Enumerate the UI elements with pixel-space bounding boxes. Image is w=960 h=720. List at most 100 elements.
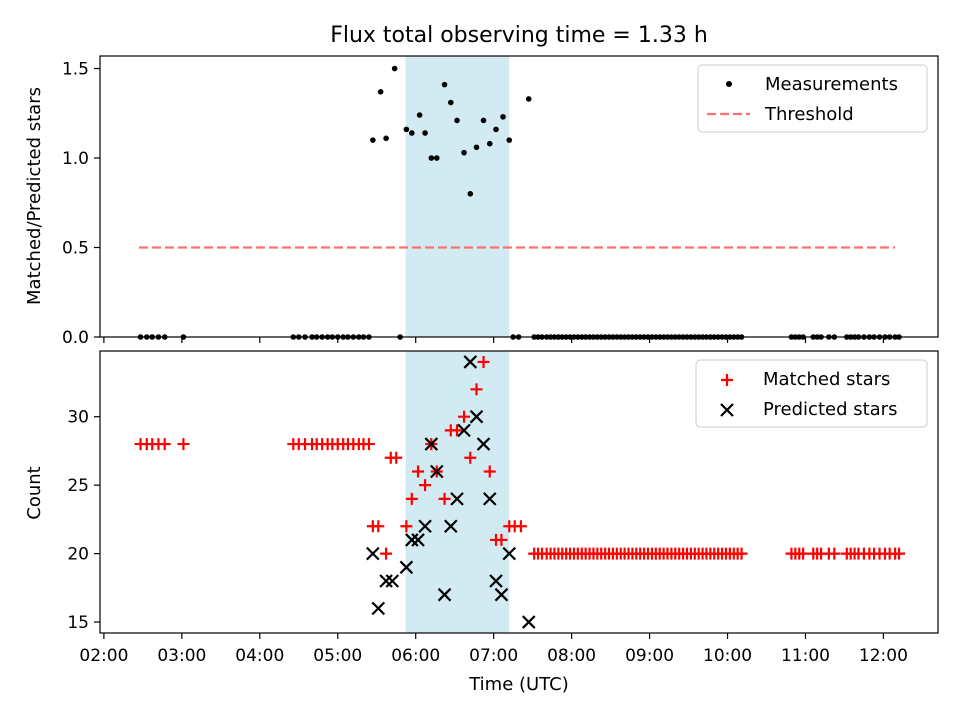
predicted-star-point	[379, 574, 393, 588]
predicted-star-point	[476, 437, 491, 451]
bottom-xtick-label: 08:00	[547, 646, 596, 666]
bottom-xtick-label: 07:00	[469, 646, 518, 666]
measurement-point	[416, 112, 423, 118]
predicted-star-point	[385, 574, 400, 588]
predicted-star-point	[371, 601, 386, 616]
measurement-point	[454, 117, 460, 124]
top-ytick-label: 1.0	[62, 149, 89, 169]
predicted-star-point	[444, 519, 458, 534]
matched-star-point	[158, 438, 171, 451]
bottom-plot-marks	[134, 355, 906, 629]
matched-star-point	[477, 355, 490, 368]
measurement-point	[500, 114, 506, 120]
bottom-xtick-label: 04:00	[235, 646, 284, 666]
top-ylabel: Matched/Predicted stars	[24, 87, 45, 305]
matched-star-point	[380, 547, 393, 560]
predicted-star-point	[366, 546, 380, 561]
matched-star-point	[458, 410, 471, 423]
top-axes-frame	[99, 55, 939, 338]
legend-matched-marker	[721, 374, 733, 386]
bottom-xtick-label: 06:00	[391, 646, 440, 666]
legend-measurements-label: Measurements	[765, 74, 898, 95]
matched-star-point	[372, 520, 385, 533]
measurement-point	[473, 144, 480, 151]
bottom-ytick-label: 25	[67, 476, 89, 496]
measurement-point	[428, 155, 435, 161]
legend-predicted-marker	[720, 403, 734, 417]
matched-star-point	[438, 492, 451, 505]
bottom-xlabel: Time (UTC)	[468, 674, 569, 695]
observing-span-bottom	[405, 351, 510, 633]
measurement-point	[493, 126, 499, 133]
matched-star-point	[412, 465, 425, 478]
measurement-point	[383, 135, 389, 142]
measurement-point	[441, 81, 448, 88]
bottom-ylabel: Count	[24, 466, 45, 519]
measurement-point	[506, 137, 513, 143]
bottom-xtick-label: 02:00	[79, 646, 128, 666]
matched-star-point	[464, 451, 477, 464]
top-ytick-label: 0.0	[62, 328, 89, 348]
bottom-xtick-label: 03:00	[157, 646, 206, 666]
bottom-xtick-label: 12:00	[859, 646, 908, 666]
predicted-star-point	[469, 409, 484, 424]
legend-matched-label: Matched stars	[763, 369, 890, 390]
predicted-star-point	[463, 355, 478, 369]
axes-ticks: 0.0 0.5 1.0 1.5 15 20 25 30 02:00 03:00 04:00 05:00…	[62, 60, 908, 666]
matched-star-point	[177, 438, 190, 451]
measurement-point	[447, 99, 454, 106]
matched-star-point	[419, 479, 432, 492]
predicted-star-point	[494, 587, 509, 602]
matched-star-point	[828, 547, 841, 560]
measurement-point	[480, 117, 487, 124]
predicted-star-point	[405, 533, 419, 547]
bottom-xtick-label: 05:00	[313, 646, 362, 666]
bottom-xtick-label: 10:00	[703, 646, 752, 666]
chart-title: Flux total observing time = 1.33 h	[330, 23, 708, 48]
predicted-star-point	[418, 519, 432, 534]
matched-star-point	[390, 451, 403, 464]
bottom-legend: Matched stars Predicted stars	[695, 359, 928, 428]
predicted-star-point	[489, 574, 503, 588]
measurement-point	[391, 65, 398, 72]
measurement-point	[525, 96, 532, 102]
measurement-point	[486, 140, 493, 147]
bottom-xtick-label: 11:00	[781, 646, 830, 666]
measurement-point	[370, 137, 376, 143]
matched-star-point	[514, 520, 527, 533]
measurement-point	[422, 130, 428, 136]
legend-predicted-label: Predicted stars	[763, 399, 897, 420]
predicted-star-point	[437, 587, 452, 602]
legend-measurements-marker	[726, 81, 732, 87]
measurement-point	[461, 149, 467, 156]
measurement-point	[433, 155, 440, 161]
matched-star-point	[495, 533, 508, 546]
top-ytick-label: 0.5	[62, 239, 89, 259]
predicted-star-point	[521, 615, 536, 629]
matched-star-point	[362, 438, 375, 451]
measurement-point	[377, 88, 384, 95]
measurement-point	[467, 191, 474, 197]
predicted-star-point	[399, 560, 414, 575]
predicted-star-point	[482, 492, 497, 506]
matched-star-point	[735, 547, 748, 560]
top-legend-box	[697, 64, 928, 133]
matched-star-point	[470, 383, 483, 396]
matched-star-point	[797, 547, 810, 560]
measurement-point	[403, 126, 410, 133]
observing-span-top	[405, 56, 510, 337]
matched-star-point	[405, 492, 418, 505]
matched-star-point	[451, 424, 464, 437]
predicted-star-point	[424, 437, 439, 451]
bottom-ytick-label: 20	[67, 545, 89, 565]
bottom-ytick-label: 30	[67, 408, 89, 428]
matched-star-point	[893, 547, 906, 560]
bottom-xtick-label: 09:00	[625, 646, 674, 666]
matched-star-point	[483, 465, 496, 478]
matched-star-point	[400, 520, 413, 533]
predicted-star-point	[429, 464, 444, 479]
legend-threshold-label: Threshold	[764, 104, 854, 125]
bottom-ytick-label: 15	[67, 613, 89, 633]
bottom-axes-frame	[99, 350, 939, 634]
